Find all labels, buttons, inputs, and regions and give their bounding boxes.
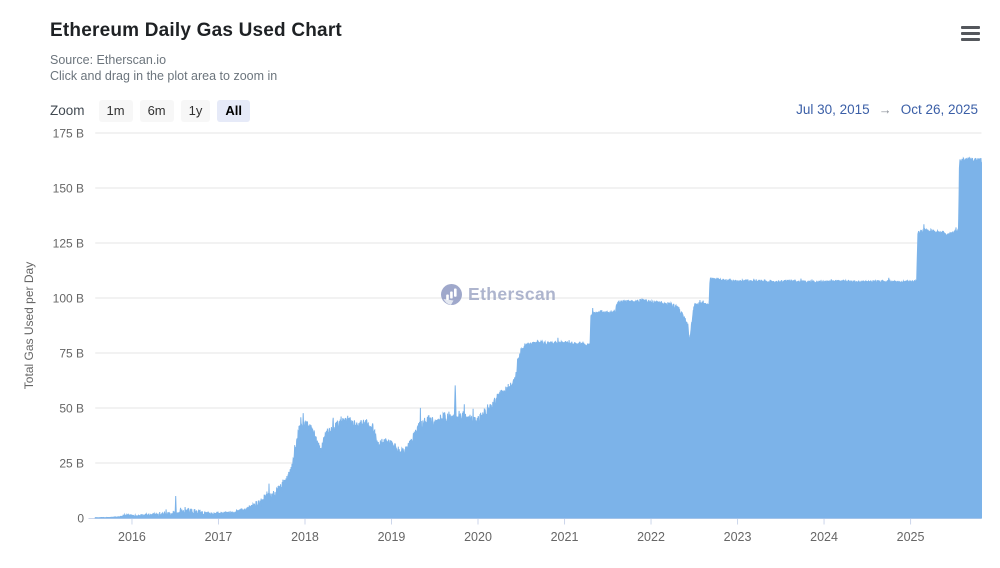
svg-text:2018: 2018 (291, 530, 319, 544)
gas-used-area-series[interactable] (94, 156, 982, 519)
svg-text:100 B: 100 B (53, 292, 84, 306)
range-button-6m[interactable]: 6m (139, 99, 174, 122)
date-to-input[interactable]: Oct 26, 2025 (900, 102, 978, 117)
hamburger-bar (961, 32, 980, 35)
svg-text:2017: 2017 (205, 530, 233, 544)
chart-menu-icon[interactable] (961, 26, 980, 41)
source-text: Source: Etherscan.io (50, 53, 167, 67)
page-title: Ethereum Daily Gas Used Chart (50, 20, 342, 41)
zoom-toolbar: Zoom 1m 6m 1y All (50, 99, 250, 122)
hamburger-bar (961, 26, 980, 29)
svg-text:0: 0 (77, 512, 84, 526)
svg-text:2016: 2016 (118, 530, 146, 544)
svg-text:150 B: 150 B (53, 182, 84, 196)
x-axis-labels: 2016 2017 2018 2019 2020 2021 2022 2023 2024 2025 (118, 530, 924, 544)
svg-text:75 B: 75 B (59, 347, 84, 361)
hamburger-bar (961, 38, 980, 41)
svg-text:125 B: 125 B (53, 237, 84, 251)
svg-text:2022: 2022 (637, 530, 665, 544)
range-button-1m[interactable]: 1m (98, 99, 133, 122)
svg-text:2023: 2023 (724, 530, 752, 544)
svg-text:25 B: 25 B (59, 457, 84, 471)
svg-text:2025: 2025 (897, 530, 925, 544)
zoom-label: Zoom (50, 103, 85, 118)
y-axis-labels: 0 25 B 50 B 75 B 100 B 125 B 150 B 175 B (53, 127, 85, 526)
svg-text:2020: 2020 (464, 530, 492, 544)
range-button-all[interactable]: All (217, 99, 250, 122)
date-from-input[interactable]: Jul 30, 2015 (796, 102, 870, 117)
arrow-right-icon: → (878, 102, 892, 117)
svg-text:2019: 2019 (378, 530, 406, 544)
x-axis-ticks (131, 518, 912, 525)
svg-text:2021: 2021 (551, 530, 579, 544)
svg-text:175 B: 175 B (53, 127, 84, 141)
hint-text: Click and drag in the plot area to zoom … (50, 69, 278, 83)
date-range: Jul 30, 2015 → Oct 26, 2025 (796, 102, 978, 117)
y-axis-title: Total Gas Used per Day (22, 262, 36, 389)
svg-text:2024: 2024 (810, 530, 838, 544)
svg-text:50 B: 50 B (59, 402, 84, 416)
range-button-1y[interactable]: 1y (180, 99, 211, 122)
